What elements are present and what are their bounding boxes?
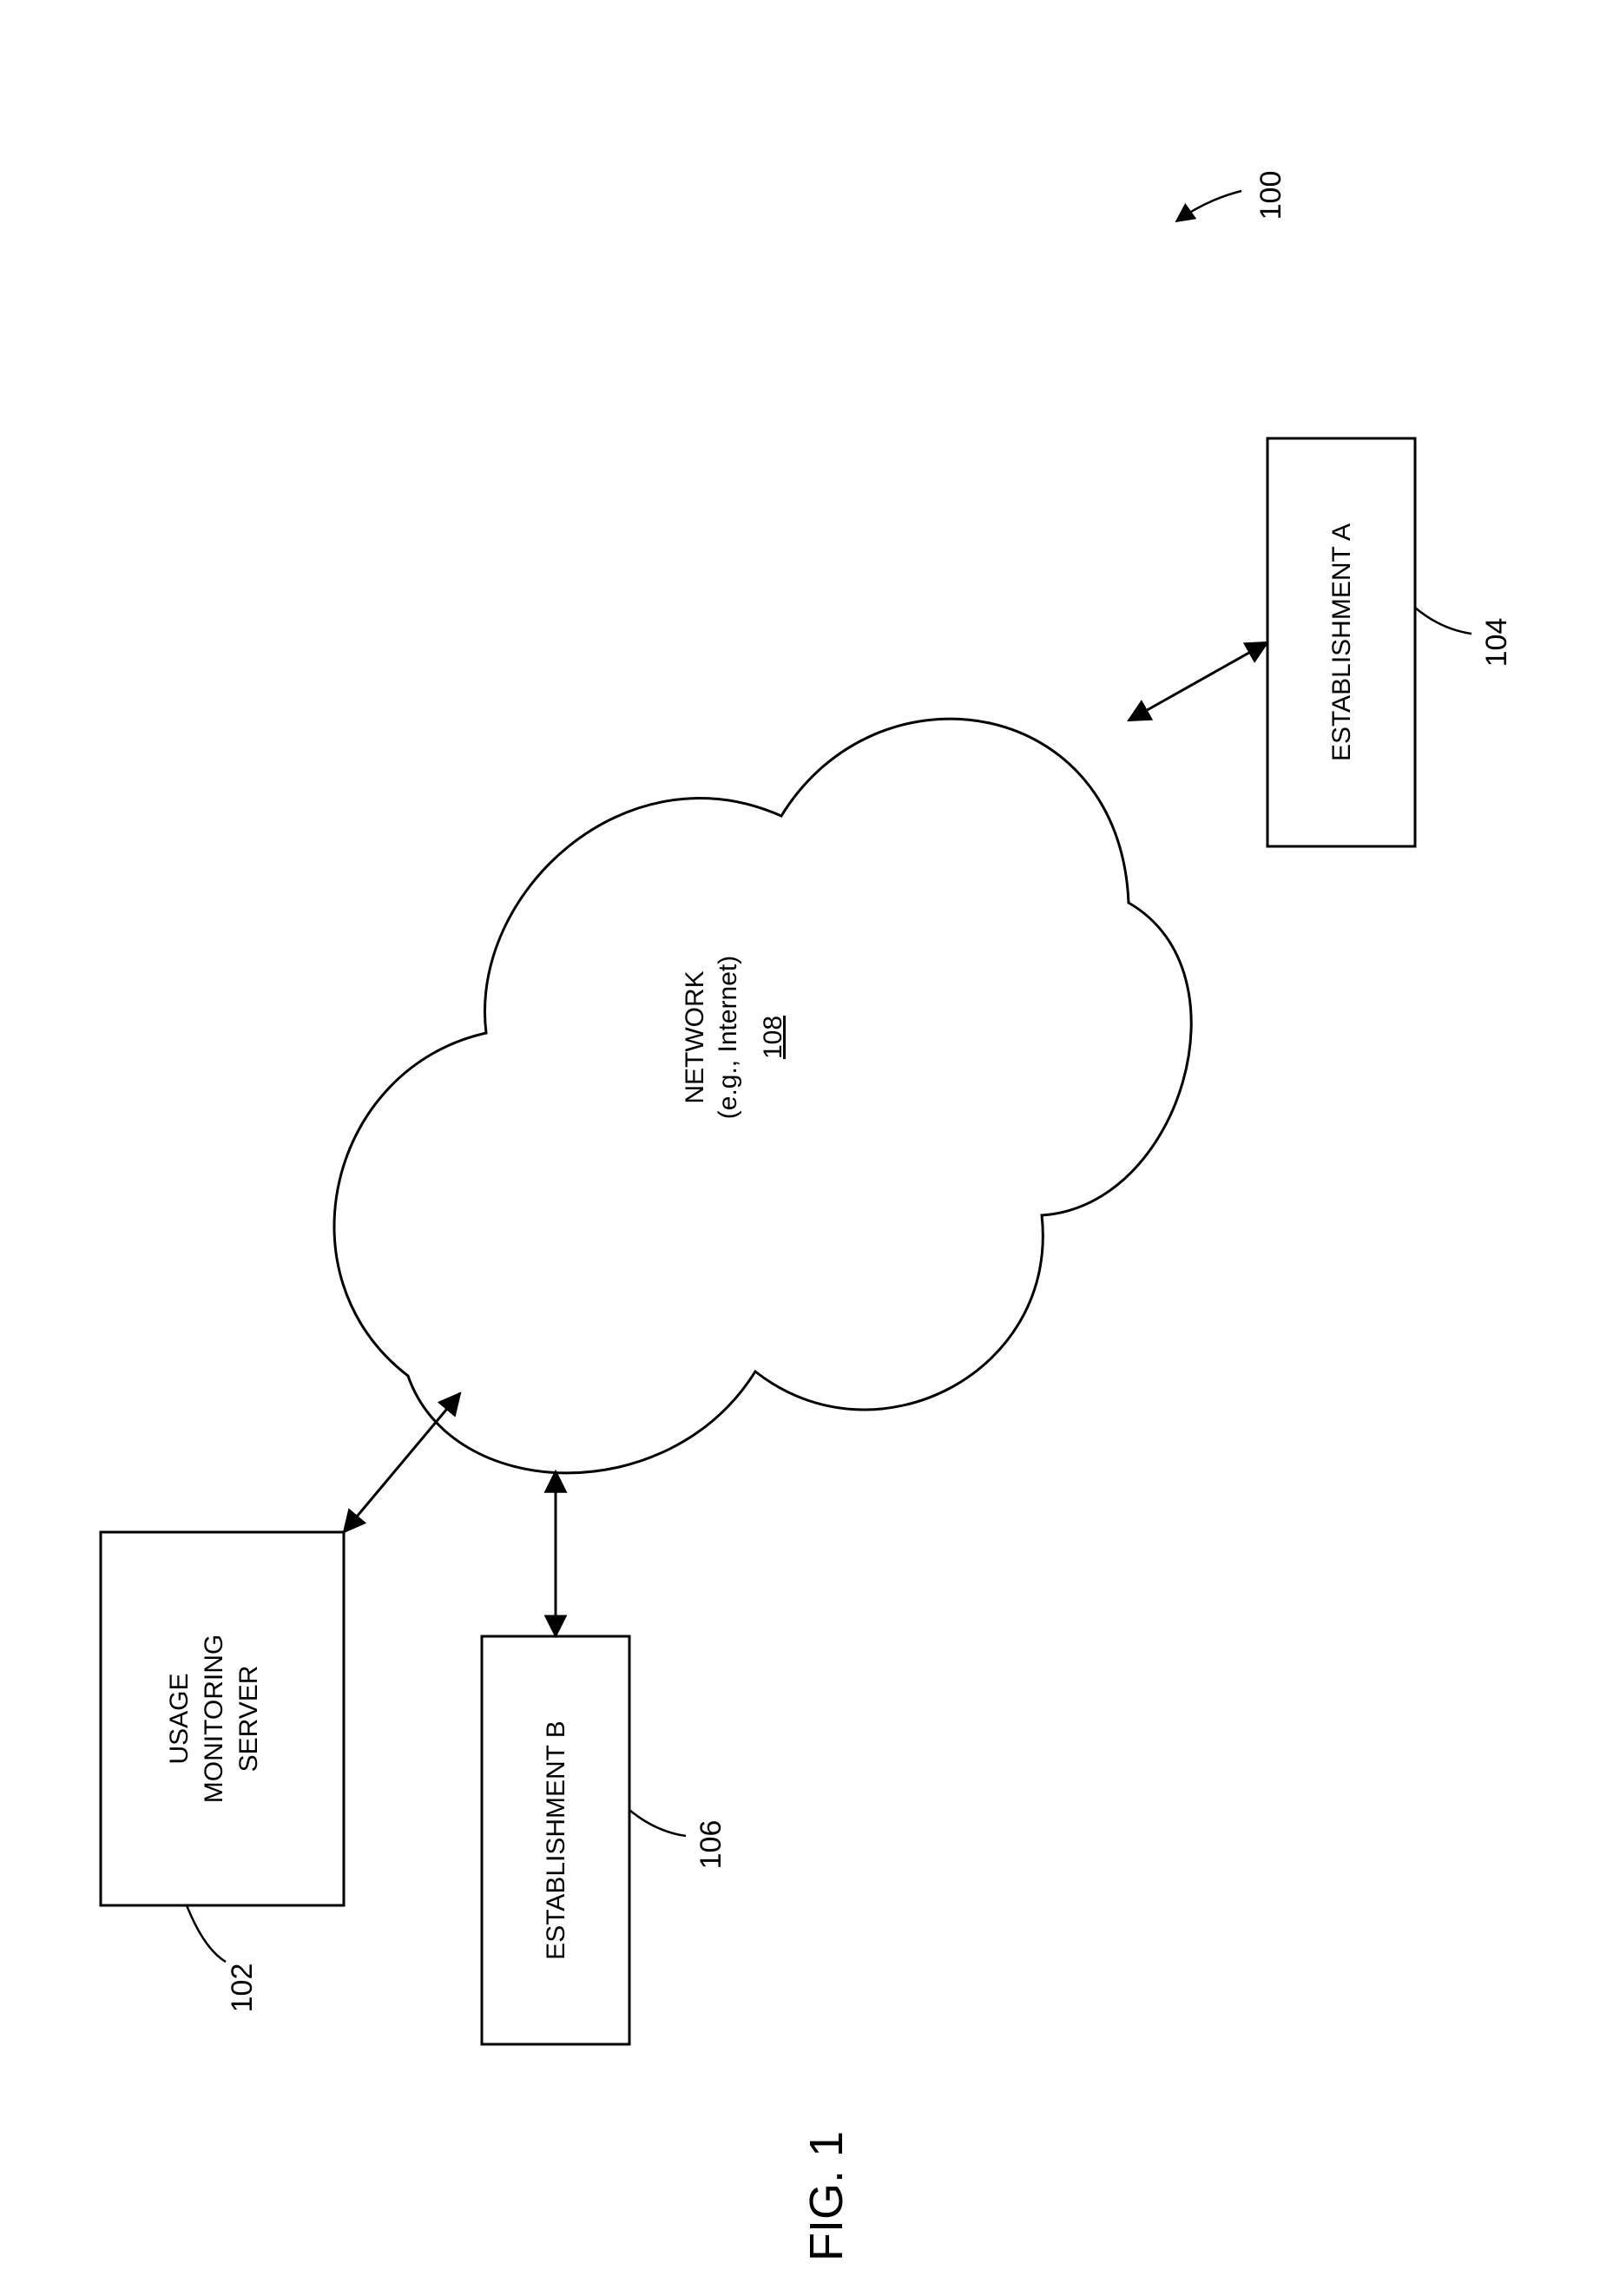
ref-102: 102 [226, 1964, 259, 2013]
server-label-3: SERVER [234, 1666, 263, 1773]
est-a-label: ESTABLISHMENT A [1327, 523, 1356, 761]
ref-leader-100 [1176, 191, 1241, 221]
ref-leader-104 [1415, 608, 1471, 634]
ref-100: 100 [1254, 171, 1287, 220]
network-cloud: NETWORK (e.g., Internet) 108 [334, 719, 1191, 1473]
ref-106: 106 [695, 1820, 727, 1870]
diagram-canvas: NETWORK (e.g., Internet) 108 USAGE MONIT… [0, 0, 1613, 2296]
network-label-2: (e.g., Internet) [714, 956, 742, 1119]
server-label-2: MONITORING [200, 1635, 228, 1803]
usage-monitoring-server-node: USAGE MONITORING SERVER [101, 1532, 344, 1905]
edge-server-network [344, 1393, 460, 1532]
figure-label: FIG. 1 [800, 2131, 853, 2261]
network-ref: 108 [759, 1016, 787, 1059]
ref-leader-102 [187, 1905, 226, 1962]
server-label-1: USAGE [165, 1673, 194, 1764]
network-label-1: NETWORK [681, 970, 709, 1103]
est-b-label: ESTABLISHMENT B [542, 1720, 570, 1960]
edge-esta-network [1129, 642, 1267, 720]
ref-leader-106 [629, 1810, 686, 1836]
ref-104: 104 [1480, 618, 1513, 668]
establishment-a-node: ESTABLISHMENT A [1267, 438, 1415, 846]
establishment-b-node: ESTABLISHMENT B [482, 1636, 629, 2044]
